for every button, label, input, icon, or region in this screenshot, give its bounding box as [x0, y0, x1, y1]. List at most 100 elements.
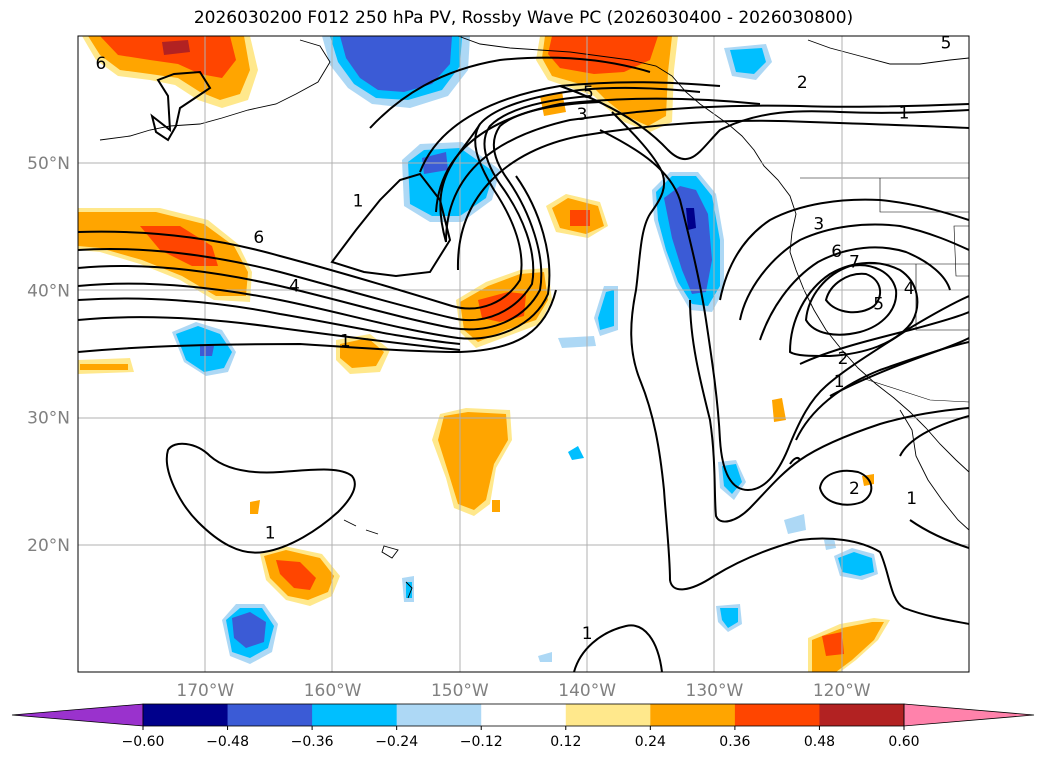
colorbar-segment — [396, 704, 482, 726]
negative-anomaly-patch — [538, 652, 552, 662]
contour-label: 6 — [95, 54, 106, 74]
colorbar-tick-label: −0.12 — [460, 734, 503, 750]
contour-label: 1 — [353, 191, 364, 211]
contour-label: 5 — [941, 34, 952, 54]
lon-tick-label: 160°W — [304, 681, 362, 701]
contour-line — [909, 519, 969, 549]
coastline — [405, 581, 413, 599]
coastline — [343, 519, 399, 559]
positive-anomaly-patch — [570, 210, 590, 226]
contour-label: 2 — [797, 73, 808, 93]
colorbar-segment — [650, 704, 736, 726]
contour-line — [719, 198, 969, 301]
positive-anomaly-patch — [438, 412, 508, 510]
negative-anomaly-patch — [686, 208, 696, 230]
negative-anomaly-patch — [784, 514, 806, 534]
coastline — [807, 39, 969, 65]
colorbar-tick-label: −0.24 — [375, 734, 418, 750]
positive-anomaly-patch — [340, 338, 384, 368]
negative-anomaly-patch — [200, 344, 214, 356]
border-line — [861, 377, 969, 403]
lon-tick-label: 140°W — [558, 681, 616, 701]
lat-tick-label: 50°N — [27, 154, 70, 174]
contour-line — [419, 81, 721, 173]
lon-tick-label: 170°W — [176, 681, 234, 701]
colorbar-tick-label: −0.36 — [291, 734, 334, 750]
contour-line — [789, 456, 801, 465]
lon-tick-label: 150°W — [431, 681, 489, 701]
negative-anomaly-patch — [730, 48, 766, 74]
coastline — [899, 409, 969, 531]
coastline — [99, 39, 331, 141]
negative-anomaly-patch — [568, 446, 584, 460]
positive-anomaly-patch — [822, 632, 844, 656]
contour-line — [559, 85, 969, 161]
coastline — [457, 36, 969, 473]
contour-line — [799, 311, 969, 365]
negative-anomaly-patch — [598, 290, 614, 330]
lat-tick-label: 30°N — [27, 409, 70, 429]
negative-anomaly-patch — [772, 398, 786, 422]
contour-line — [739, 223, 969, 321]
positive-anomaly-patch — [100, 36, 236, 78]
negative-anomaly-patch — [720, 608, 738, 628]
contour-line — [611, 111, 969, 625]
colorbar-tick-label: 0.48 — [804, 734, 835, 750]
contour-line — [445, 103, 969, 243]
colorbar-tick-label: 0.60 — [888, 734, 919, 750]
colorbar-extend-min — [11, 703, 144, 727]
coastlines — [99, 36, 969, 599]
contour-label: 3 — [577, 105, 588, 125]
colorbar-segment — [565, 704, 651, 726]
contour-line — [689, 299, 969, 523]
contour-label: 7 — [849, 252, 860, 272]
positive-anomaly-patch — [478, 292, 526, 322]
positive-anomaly-patch — [548, 36, 658, 74]
contour-label: 1 — [834, 372, 845, 392]
colorbar-tick-label: −0.60 — [122, 734, 165, 750]
negative-anomaly-patch — [340, 36, 452, 92]
contour-line — [759, 246, 951, 341]
contour-label: 1 — [340, 331, 351, 351]
contour-label: 5 — [583, 83, 594, 103]
axis-tick-layer: 20°N 30°N 40°N 50°N 170°W 160°W 150°W 140°W 130°… — [27, 154, 871, 701]
colorbar-segment — [227, 704, 313, 726]
contour-label: 1 — [582, 624, 593, 644]
contour-label: 1 — [899, 104, 910, 124]
positive-anomaly-patch — [276, 560, 316, 590]
negative-anomaly-patch — [824, 538, 836, 550]
colorbar-segment — [734, 704, 820, 726]
plot-frame — [77, 35, 970, 673]
negative-anomaly-patch — [838, 552, 874, 576]
positive-anomaly-patch — [492, 500, 500, 512]
contour-line — [78, 175, 551, 340]
colorbar-tick-label: 0.36 — [719, 734, 750, 750]
contour-line — [824, 272, 882, 314]
contour-label: 4 — [904, 279, 915, 299]
positive-anomaly-patch — [80, 364, 128, 370]
colorbar-tick-label: −0.48 — [206, 734, 249, 750]
contour-line — [818, 469, 873, 506]
colorbar: −0.60 −0.48 −0.36 −0.24 −0.12 0.12 0.24 0.36 0.4… — [11, 703, 1035, 750]
contour-label: 1 — [265, 523, 276, 543]
contour-label: 3 — [813, 214, 824, 234]
negative-anomaly-patch — [232, 612, 266, 648]
positive-anomaly-patch — [250, 500, 260, 514]
positive-anomaly-patch — [162, 40, 190, 55]
colorbar-segment — [312, 704, 398, 726]
positive-anomaly-patch — [540, 92, 566, 116]
colorbar-segment — [819, 704, 905, 726]
colorbar-segment — [481, 704, 567, 726]
lat-tick-label: 40°N — [27, 281, 70, 301]
colorbar-extend-max — [903, 703, 1035, 727]
contour-line — [456, 119, 969, 271]
gridlines — [78, 36, 969, 672]
contour-label: 1 — [906, 489, 917, 509]
contour-label: 2 — [849, 479, 860, 499]
contour-line — [78, 289, 557, 354]
contour-line — [78, 86, 701, 310]
contour-line — [78, 95, 591, 322]
lon-tick-label: 120°W — [813, 681, 871, 701]
